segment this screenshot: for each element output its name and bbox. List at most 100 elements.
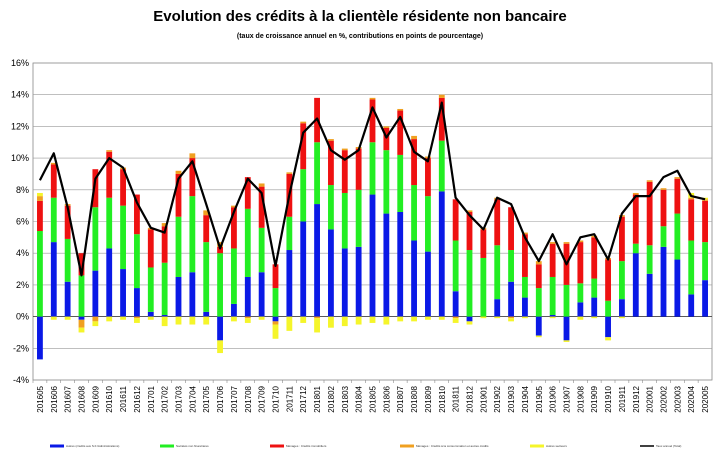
bar-segment (175, 170, 182, 174)
bar-segment (632, 194, 639, 244)
bar-segment (605, 259, 611, 301)
bar-segment (272, 321, 279, 325)
x-tick-label: 201712 (299, 385, 308, 412)
bar-segment (189, 316, 196, 325)
bar-segment (452, 318, 459, 323)
bar-segment (397, 110, 404, 155)
x-tick-label: 201806 (382, 385, 391, 412)
bar-segment (466, 321, 473, 325)
y-tick-label: 16% (11, 58, 29, 68)
bar-segment (134, 316, 140, 319)
bar-segment (535, 316, 542, 336)
bar-segment (438, 97, 445, 141)
bar-segment (175, 276, 182, 317)
bar-segment (258, 227, 265, 273)
bar-segment (92, 316, 99, 322)
x-tick-label: 201805 (369, 385, 378, 412)
bar-segment (161, 262, 168, 316)
bar-segment (702, 280, 708, 317)
bar-segment (147, 267, 154, 312)
bar-segment (494, 316, 501, 319)
bar-segment (314, 142, 320, 205)
bar-segment (231, 207, 237, 249)
x-tick-label: 201901 (479, 385, 488, 412)
x-tick-label: 201705 (202, 385, 211, 412)
bar-segment (341, 150, 348, 193)
x-tick-label: 201907 (563, 385, 572, 412)
x-tick-label: 201702 (161, 385, 170, 412)
bar-segment (37, 316, 43, 360)
bar-segment (258, 272, 265, 317)
x-tick-label: 201612 (133, 385, 142, 412)
bar-segment (688, 197, 695, 200)
bar-segment (355, 246, 362, 317)
bar-segment (383, 150, 390, 214)
bar-segment (674, 177, 681, 179)
bar-segment (231, 316, 237, 322)
bar-segment (577, 283, 584, 303)
bar-segment (619, 216, 625, 262)
x-tick-label: 201904 (521, 385, 530, 412)
bar-segment (563, 340, 570, 342)
x-tick-label: 201708 (244, 385, 253, 412)
bar-segment (522, 316, 528, 319)
bar-segment (508, 318, 514, 322)
bar-segment (50, 242, 57, 317)
bar-segment (549, 243, 556, 277)
bar-segment (577, 316, 584, 320)
y-tick-label: 6% (16, 217, 29, 227)
bar-segment (466, 211, 473, 251)
y-tick-label: 14% (11, 90, 29, 100)
bar-segment (78, 275, 85, 317)
bar-segment (438, 94, 445, 98)
bar-segment (646, 181, 653, 246)
bar-segment (646, 273, 653, 317)
bar-segment (175, 316, 182, 325)
bar-segment (397, 154, 404, 212)
bar-segment (619, 261, 625, 300)
bar-segment (508, 281, 514, 317)
bar-segment (92, 321, 99, 327)
legend-label: Ménages : Crédits immobiliers (286, 444, 327, 448)
bar-segment (355, 316, 362, 325)
x-tick-label: 201810 (438, 385, 447, 412)
bar-segment (341, 148, 348, 151)
bar-segment (563, 242, 570, 244)
bar-segment (244, 276, 251, 317)
bar-segment (286, 172, 293, 174)
bar-segment (300, 123, 307, 170)
bar-segment (161, 226, 168, 263)
bar-segment (660, 188, 667, 190)
x-tick-label: 202005 (701, 385, 710, 412)
bar-segment (314, 316, 320, 319)
bar-segment (161, 223, 168, 227)
bar-segment (535, 264, 542, 289)
x-tick-label: 202004 (687, 385, 696, 412)
bar-segment (702, 242, 708, 281)
bar-segment (120, 169, 126, 206)
bar-segment (425, 196, 431, 252)
x-tick-label: 201804 (355, 385, 364, 412)
bar-segment (674, 213, 681, 260)
bar-segment (688, 240, 695, 295)
bar-segment (244, 208, 251, 277)
bar-segment (508, 316, 514, 319)
bar-segment (425, 158, 431, 197)
bar-segment (411, 139, 417, 186)
bar-segment (688, 199, 695, 241)
bar-segment (674, 259, 681, 317)
chart-subtitle: (taux de croissance annuel en %, contrib… (236, 33, 484, 40)
bar-segment (203, 215, 210, 243)
bar-segment (134, 234, 140, 289)
bar-segment (78, 319, 85, 328)
bar-segment (300, 221, 307, 317)
y-tick-label: 0% (16, 312, 29, 322)
total-line (38, 101, 706, 277)
bar-segment (286, 216, 293, 251)
x-tick-label: 201908 (576, 385, 585, 412)
bar-segment (522, 297, 528, 317)
bar-segment (314, 318, 320, 333)
bar-segment (161, 315, 168, 317)
bar-segment (646, 245, 653, 274)
bar-segment (147, 229, 154, 268)
